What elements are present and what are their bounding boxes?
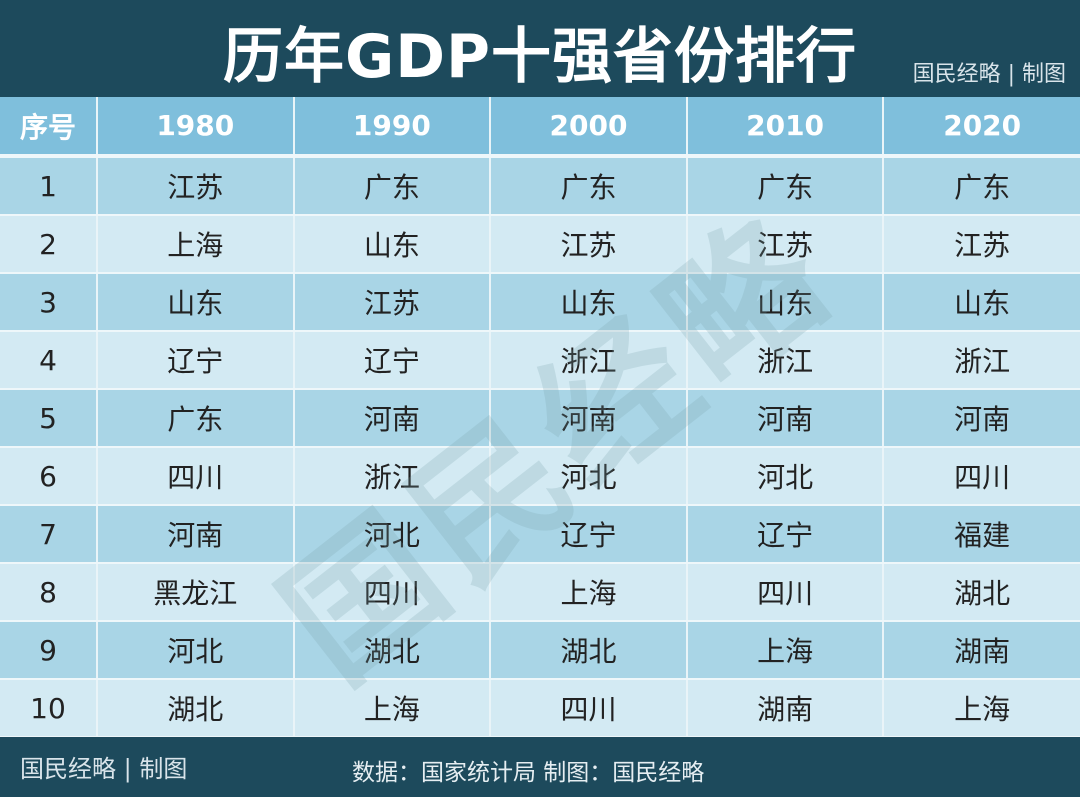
- province-cell: 广东: [685, 156, 884, 216]
- province-cell: 四川: [489, 679, 687, 738]
- table-row: 9 河北 湖北 湖北 上海 湖南: [0, 621, 1080, 680]
- province-cell: 广东: [489, 156, 687, 216]
- rank-cell: 7: [0, 505, 97, 564]
- province-cell: 广东: [96, 389, 294, 448]
- rank-cell: 10: [0, 679, 97, 738]
- table-row: 8 黑龙江 四川 上海 四川 湖北: [0, 563, 1080, 622]
- header-row: 序号 1980 1990 2000 2010 2020: [0, 97, 1080, 158]
- province-cell: 辽宁: [292, 331, 491, 390]
- province-cell: 河南: [292, 389, 491, 448]
- rank-cell: 5: [0, 389, 97, 448]
- province-cell: 湖南: [685, 679, 884, 738]
- province-cell: 山东: [685, 273, 884, 332]
- province-cell: 湖北: [489, 621, 687, 680]
- rank-cell: 6: [0, 447, 97, 506]
- province-cell: 四川: [292, 563, 491, 622]
- province-cell: 辽宁: [685, 505, 884, 564]
- province-cell: 河北: [292, 505, 491, 564]
- rank-cell: 8: [0, 563, 97, 622]
- column-header: 序号: [0, 97, 97, 158]
- title-bar: 历年GDP十强省份排行 国民经略 | 制图: [0, 0, 1080, 97]
- province-cell: 山东: [96, 273, 294, 332]
- rank-cell: 3: [0, 273, 97, 332]
- province-cell: 江苏: [292, 273, 491, 332]
- province-cell: 湖北: [292, 621, 491, 680]
- province-cell: 上海: [489, 563, 687, 622]
- province-cell: 河北: [685, 447, 884, 506]
- province-cell: 江苏: [882, 215, 1080, 274]
- brand-label: 国民经略 | 制图: [912, 62, 1066, 87]
- source-note: 数据：国家统计局 制图：国民经略: [352, 760, 705, 786]
- footer: 国民经略 | 制图 数据：国家统计局 制图：国民经略: [0, 737, 1080, 797]
- table-row: 7 河南 河北 辽宁 辽宁 福建: [0, 505, 1080, 564]
- gdp-ranking-table: 序号 1980 1990 2000 2010 2020 1 江苏 广东 广东 广东 广东 2 上海 山东江…: [0, 97, 1080, 738]
- table-row: 5 广东 河南 河南 河南 河南: [0, 389, 1080, 448]
- table-row: 4 辽宁 辽宁 浙江 浙江 浙江: [0, 331, 1080, 390]
- province-cell: 广东: [882, 156, 1080, 216]
- province-cell: 上海: [96, 215, 294, 274]
- province-cell: 广东: [292, 156, 491, 216]
- column-header: 2010: [685, 97, 884, 158]
- province-cell: 四川: [685, 563, 884, 622]
- province-cell: 上海: [882, 679, 1080, 738]
- province-cell: 河北: [96, 621, 294, 680]
- rank-cell: 9: [0, 621, 97, 680]
- province-cell: 浙江: [685, 331, 884, 390]
- province-cell: 江苏: [685, 215, 884, 274]
- province-cell: 四川: [96, 447, 294, 506]
- province-cell: 湖北: [96, 679, 294, 738]
- province-cell: 浙江: [882, 331, 1080, 390]
- column-header: 2000: [489, 97, 687, 158]
- footer-brand: 国民经略 | 制图: [20, 755, 188, 783]
- province-cell: 湖南: [882, 621, 1080, 680]
- province-cell: 湖北: [882, 563, 1080, 622]
- province-cell: 江苏: [489, 215, 687, 274]
- table-row: 10 湖北 上海 四川 湖南 上海: [0, 679, 1080, 738]
- rank-cell: 4: [0, 331, 97, 390]
- province-cell: 江苏: [96, 156, 294, 216]
- province-cell: 辽宁: [489, 505, 687, 564]
- province-cell: 上海: [685, 621, 884, 680]
- rank-cell: 1: [0, 156, 97, 216]
- province-cell: 河南: [685, 389, 884, 448]
- province-cell: 河南: [96, 505, 294, 564]
- province-cell: 浙江: [292, 447, 491, 506]
- province-cell: 山东: [882, 273, 1080, 332]
- column-header: 1980: [96, 97, 294, 158]
- province-cell: 黑龙江: [96, 563, 294, 622]
- province-cell: 河南: [489, 389, 687, 448]
- province-cell: 山东: [489, 273, 687, 332]
- province-cell: 河南: [882, 389, 1080, 448]
- province-cell: 河北: [489, 447, 687, 506]
- table-row: 3 山东 江苏 山东 山东 山东: [0, 273, 1080, 332]
- province-cell: 四川: [882, 447, 1080, 506]
- rank-cell: 2: [0, 215, 97, 274]
- table-row: 2 上海 山东 江苏 江苏 江苏: [0, 215, 1080, 274]
- province-cell: 山东: [292, 215, 491, 274]
- province-cell: 辽宁: [96, 331, 294, 390]
- province-cell: 福建: [882, 505, 1080, 564]
- province-cell: 上海: [292, 679, 491, 738]
- province-cell: 浙江: [489, 331, 687, 390]
- page-title: 历年GDP十强省份排行: [222, 22, 858, 92]
- table-row: 6 四川 浙江 河北 河北 四川: [0, 447, 1080, 506]
- column-header: 2020: [882, 97, 1080, 158]
- column-header: 1990: [292, 97, 491, 158]
- table-row: 1 江苏 广东 广东 广东 广东: [0, 156, 1080, 216]
